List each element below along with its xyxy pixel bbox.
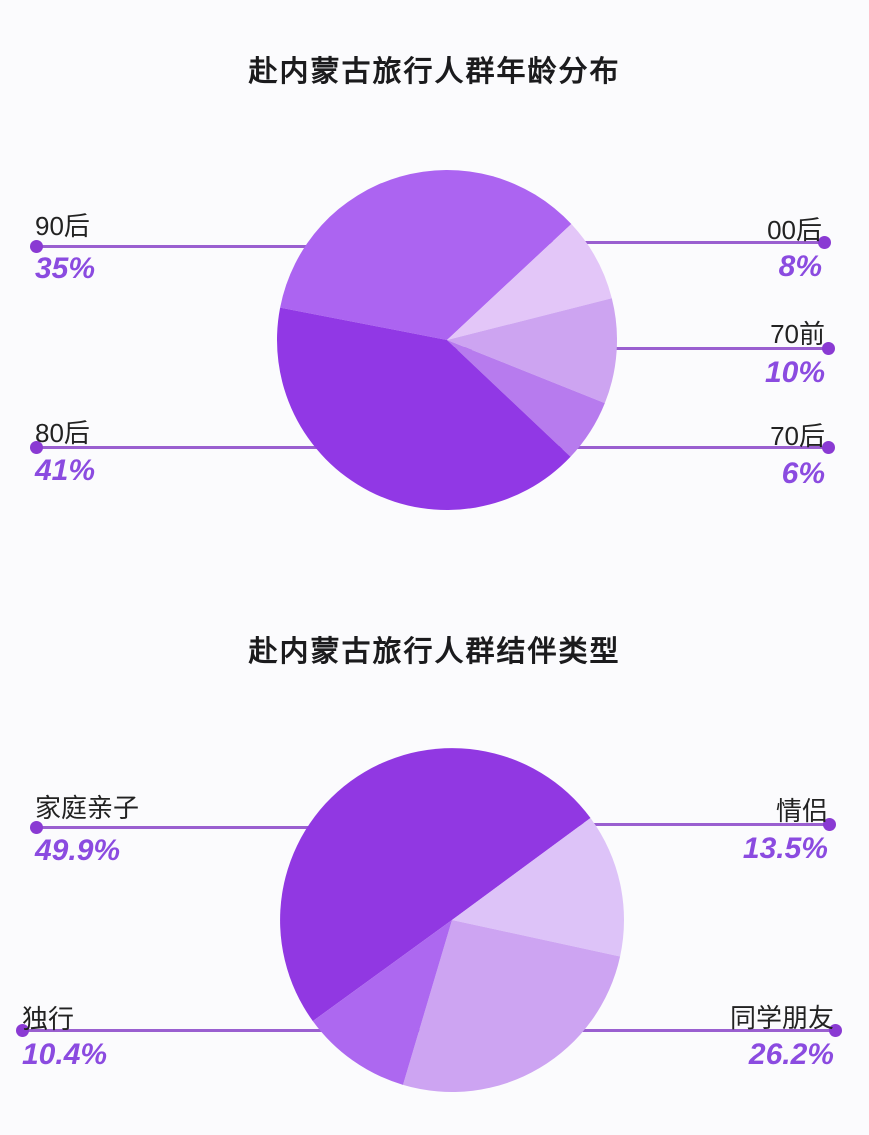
callout-dot-icon xyxy=(16,1024,29,1037)
pie-slice-90后 xyxy=(280,170,572,340)
pie-slice-70前 xyxy=(447,298,617,404)
callout-label-solo: 独行 xyxy=(22,1004,75,1034)
chart2-title: 赴内蒙古旅行人群结伴类型 xyxy=(248,636,621,668)
callout-label-couple: 情侣 xyxy=(775,796,828,826)
callout-dot-icon xyxy=(822,342,835,355)
age-distribution-chart: 赴内蒙古旅行人群年龄分布 90后 35% 00后 8% 70前 10% 70后 … xyxy=(30,56,835,510)
companion-type-chart: 赴内蒙古旅行人群结伴类型 家庭亲子 49.9% 情侣 13.5% 独行 10.4… xyxy=(0,570,869,1135)
callout-percent-80s: 41% xyxy=(35,454,96,487)
callout-line-80s xyxy=(30,441,447,454)
pie-slice-同学朋友 xyxy=(402,920,621,1092)
chart1-title: 赴内蒙古旅行人群年龄分布 xyxy=(248,56,621,88)
callout-line-00s xyxy=(452,236,831,249)
callout-dot-icon xyxy=(30,240,43,253)
companion-pie-chart xyxy=(280,748,624,1092)
callout-dot-icon xyxy=(30,441,43,454)
callout-label-90s: 90后 xyxy=(35,211,90,241)
callout-percent-pre70s: 10% xyxy=(764,356,825,389)
callout-dot-icon xyxy=(829,1024,842,1037)
callout-percent-couple: 13.5% xyxy=(742,832,828,865)
age-pie-chart xyxy=(277,170,617,510)
callout-line-90s xyxy=(30,240,447,253)
callout-label-family: 家庭亲子 xyxy=(35,793,140,823)
callout-percent-90s: 35% xyxy=(35,252,96,285)
callout-percent-friends: 26.2% xyxy=(748,1038,834,1071)
pie-slice-70后 xyxy=(447,340,605,457)
callout-dot-icon xyxy=(823,818,836,831)
callout-percent-solo: 10.4% xyxy=(22,1038,108,1071)
callout-line-pre70s xyxy=(452,342,835,355)
callout-percent-00s: 8% xyxy=(778,250,822,283)
callout-line-family xyxy=(30,821,455,834)
callout-dot-icon xyxy=(818,236,831,249)
callout-line-solo xyxy=(16,1024,455,1037)
callout-line-70s xyxy=(452,441,835,454)
callout-label-friends: 同学朋友 xyxy=(729,1003,834,1033)
callout-percent-family: 49.9% xyxy=(35,834,121,867)
callout-label-pre70s: 70前 xyxy=(770,319,825,349)
callout-line-couple xyxy=(455,818,836,831)
callout-line-friends xyxy=(455,1024,842,1037)
callout-label-00s: 00后 xyxy=(767,215,822,245)
callout-dot-icon xyxy=(30,821,43,834)
pie-slice-独行 xyxy=(312,920,452,1085)
callout-label-80s: 80后 xyxy=(35,418,90,448)
pie-slice-家庭亲子 xyxy=(280,748,591,1022)
pie-slice-00后 xyxy=(447,224,612,340)
pie-slice-80后 xyxy=(277,307,571,510)
callout-percent-70s: 6% xyxy=(781,457,825,490)
pie-slice-情侣 xyxy=(452,818,624,957)
callout-dot-icon xyxy=(822,441,835,454)
callout-label-70s: 70后 xyxy=(770,421,825,451)
